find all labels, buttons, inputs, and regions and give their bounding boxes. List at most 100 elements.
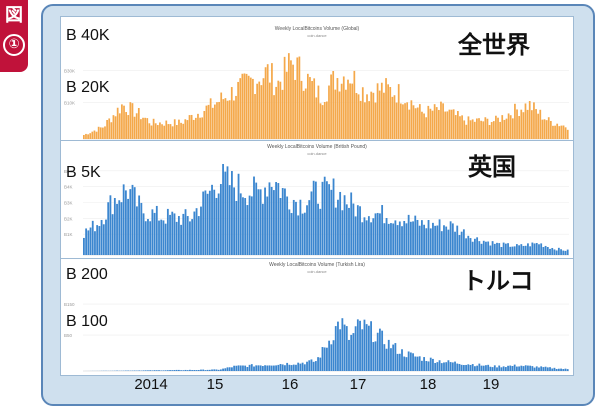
bar (288, 209, 291, 255)
bar (560, 125, 563, 139)
bar (330, 74, 332, 139)
bar (542, 367, 545, 371)
bar (193, 370, 196, 371)
bar (480, 243, 483, 255)
bar (309, 77, 311, 139)
bar (488, 125, 491, 139)
bar (353, 70, 356, 139)
bar (245, 73, 248, 139)
bar (396, 225, 399, 255)
bar (467, 116, 470, 139)
bar (83, 237, 85, 255)
bar (337, 199, 339, 255)
bar (416, 219, 419, 255)
bar (109, 195, 112, 255)
bar (547, 117, 550, 139)
bar (173, 370, 176, 371)
bar (312, 180, 315, 255)
bar (531, 366, 534, 371)
bar (524, 103, 527, 139)
bar (447, 360, 450, 371)
bar (412, 105, 415, 139)
y-label-5k: B 5K (66, 164, 101, 181)
bar (539, 109, 542, 139)
bar (421, 111, 423, 139)
bar (252, 78, 254, 139)
bar (242, 197, 244, 255)
bar (302, 90, 305, 139)
chart-plot-gbp: B6K B4K B3K B2K B1K (64, 163, 569, 256)
panel-label-uk: 英国 (468, 153, 516, 181)
bar (195, 370, 198, 371)
bar (177, 369, 180, 371)
bar (250, 364, 253, 371)
chart-subtitle: coin.dance (307, 151, 327, 156)
bar (378, 90, 381, 139)
bar (191, 370, 194, 371)
bar (144, 117, 147, 139)
bar (476, 365, 479, 371)
bar (520, 365, 523, 371)
bar (552, 125, 554, 139)
bar (124, 190, 127, 255)
y-tick-label: B6K (64, 169, 73, 174)
bar (313, 78, 316, 139)
bar (301, 213, 304, 255)
bar (343, 324, 346, 371)
bar (545, 120, 548, 139)
bar (261, 366, 264, 371)
bar (89, 227, 92, 255)
bar (102, 127, 104, 139)
bar (254, 94, 256, 139)
bar (474, 366, 476, 371)
bar (235, 200, 238, 255)
bar (562, 250, 565, 255)
bar (131, 184, 134, 255)
bar (292, 364, 295, 371)
bar (203, 110, 206, 139)
bar (535, 366, 538, 371)
bar (341, 318, 344, 371)
bar (214, 104, 216, 139)
bar (334, 207, 337, 255)
bar (376, 83, 379, 139)
bar (151, 370, 154, 371)
bar (409, 221, 412, 255)
bar (275, 365, 277, 371)
bar (277, 80, 280, 139)
bar (446, 111, 449, 139)
bar (392, 344, 395, 371)
bar (215, 369, 218, 371)
chart-panel-try: Weekly LocalBitcoins Volume (Turkish Lir… (60, 258, 574, 376)
y-label-20k: B 20K (66, 79, 110, 96)
bar (406, 102, 409, 139)
bar (449, 221, 452, 255)
bar (231, 171, 233, 255)
bar (219, 369, 222, 371)
bar (553, 249, 556, 255)
bar (233, 365, 236, 371)
bar (189, 221, 191, 255)
bar (437, 109, 440, 139)
bar (562, 125, 565, 139)
bar (248, 364, 251, 371)
bar (317, 85, 320, 139)
bar (136, 206, 138, 255)
bar (412, 221, 414, 255)
bar (352, 203, 355, 255)
bar (102, 224, 105, 255)
bar (522, 245, 525, 255)
bar (257, 365, 260, 371)
bar (350, 192, 353, 255)
bar (328, 340, 331, 371)
bar (356, 205, 359, 255)
bar (491, 241, 494, 255)
x-tick-label: 16 (281, 376, 299, 393)
bar (326, 181, 328, 255)
bar (266, 196, 269, 255)
bar (184, 369, 187, 371)
bar (284, 365, 286, 371)
bar (306, 205, 308, 255)
bar (108, 118, 111, 139)
bar (393, 95, 396, 139)
